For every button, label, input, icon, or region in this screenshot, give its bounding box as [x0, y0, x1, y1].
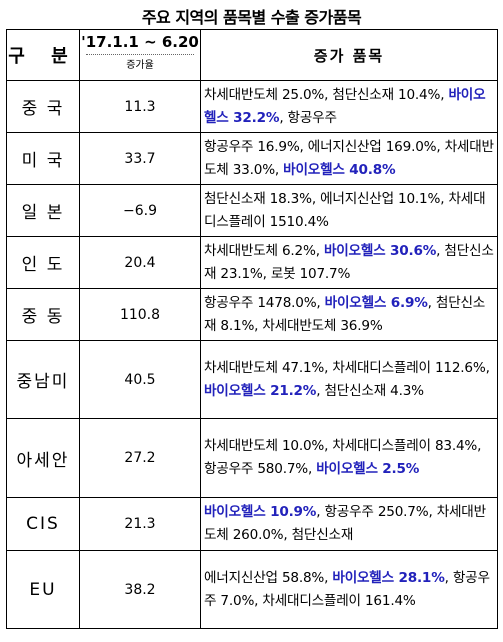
table-row: EU 38.2 에너지신산업 58.8%, 바이오헬스 28.1%, 항공우주 7.…: [6, 550, 498, 629]
item-text: 항공우주 1478.0%,: [204, 294, 325, 311]
header-period: '17.1.1 ~ 6.20: [81, 33, 199, 51]
item-text: 에너지신산업 58.8%,: [204, 569, 333, 586]
region-cell: 아세안: [6, 418, 80, 498]
header-items: 증가 품목: [200, 29, 498, 81]
header-rate-sub: 증가율: [86, 54, 194, 71]
highlighted-item: 바이오헬스 21.2%: [204, 382, 317, 399]
item-text: , 항공우주 7.0%, 차세대디스플레이 161.4%: [204, 569, 490, 609]
table-row: 중 국 11.3 차세대반도체 25.0%, 첨단신소재 10.4%, 바이오헬스 …: [6, 80, 498, 133]
item-text: , 첨단신소재 4.3%: [316, 382, 424, 399]
items-cell: 첨단신소재 18.3%, 에너지신산업 10.1%, 차세대디스플레이 1510…: [200, 184, 498, 237]
table-row: 인 도 20.4 차세대반도체 6.2%, 바이오헬스 30.6%, 첨단신소재 2…: [6, 236, 498, 289]
items-cell: 차세대반도체 25.0%, 첨단신소재 10.4%, 바이오헬스 32.2%, …: [200, 80, 498, 133]
highlighted-item: 바이오헬스 10.9%: [204, 504, 317, 520]
region-cell: CIS: [6, 497, 80, 551]
highlighted-item: 바이오헬스 32.2%: [204, 86, 486, 126]
rate-cell: 21.3: [79, 497, 201, 551]
rate-cell: 38.2: [79, 550, 201, 629]
rate-cell: 11.3: [79, 80, 201, 133]
table-row: 중남미 40.5 차세대반도체 47.1%, 차세대디스플레이 112.6%, 바이…: [6, 340, 498, 419]
items-cell: 차세대반도체 6.2%, 바이오헬스 30.6%, 첨단신소재 23.1%, 로…: [200, 236, 498, 289]
rate-cell: 40.5: [79, 340, 201, 419]
region-cell: 인 도: [6, 236, 80, 289]
rate-cell: 27.2: [79, 418, 201, 498]
rate-cell: 20.4: [79, 236, 201, 289]
item-text: 항공우주 16.9%, 에너지신산업 169.0%, 차세대반도체 33.0%,: [204, 138, 494, 178]
item-text: 차세대반도체 47.1%, 차세대디스플레이 112.6%,: [204, 359, 490, 376]
item-text: 차세대반도체 6.2%,: [204, 242, 324, 259]
rate-cell: −6.9: [79, 184, 201, 237]
table-row: 중 동 110.8 항공우주 1478.0%, 바이오헬스 6.9%, 첨단신소재 …: [6, 288, 498, 341]
highlighted-item: 바이오헬스 40.8%: [283, 161, 396, 178]
table-body: 중 국 11.3 차세대반도체 25.0%, 첨단신소재 10.4%, 바이오헬스 …: [6, 80, 498, 629]
header-rate: '17.1.1 ~ 6.20 증가율: [79, 29, 201, 81]
item-text: 차세대반도체 25.0%, 첨단신소재 10.4%,: [204, 86, 449, 103]
item-text: , 첨단신소재 23.1%, 로봇 107.7%: [204, 242, 494, 282]
items-cell: 에너지신산업 58.8%, 바이오헬스 28.1%, 항공우주 7.0%, 차세…: [200, 550, 498, 629]
table-row: CIS 21.3 바이오헬스 10.9%, 항공우주 250.7%, 차세대반도체 …: [6, 497, 498, 551]
region-cell: 중 국: [6, 80, 80, 133]
region-cell: 중남미: [6, 340, 80, 419]
region-cell: EU: [6, 550, 80, 629]
items-cell: 항공우주 1478.0%, 바이오헬스 6.9%, 첨단신소재 8.1%, 차세…: [200, 288, 498, 341]
page-title: 주요 지역의 품목별 수출 증가품목: [141, 8, 362, 27]
highlighted-item: 바이오헬스 30.6%: [323, 242, 437, 259]
rate-cell: 33.7: [79, 132, 201, 185]
table-row: 아세안 27.2 차세대반도체 10.0%, 차세대디스플레이 83.4%, 항공우…: [6, 418, 498, 498]
items-cell: 차세대반도체 47.1%, 차세대디스플레이 112.6%, 바이오헬스 21.…: [200, 340, 498, 419]
table-header-row: 구 분 '17.1.1 ~ 6.20 증가율 증가 품목: [6, 29, 498, 81]
region-cell: 미 국: [6, 132, 80, 185]
item-text: , 항공우주: [279, 109, 337, 126]
items-cell: 항공우주 16.9%, 에너지신산업 169.0%, 차세대반도체 33.0%,…: [200, 132, 498, 185]
item-text: 차세대반도체 10.0%, 차세대디스플레이 83.4%, 항공우주 580.7…: [204, 438, 482, 477]
item-text: , 첨단신소재 8.1%, 차세대반도체 36.9%: [204, 294, 486, 334]
header-region: 구 분: [6, 29, 80, 81]
region-cell: 중 동: [6, 288, 80, 341]
item-text: 첨단신소재 18.3%, 에너지신산업 10.1%, 차세대디스플레이 1510…: [204, 190, 486, 230]
highlighted-item: 바이오헬스 28.1%: [332, 569, 445, 586]
highlighted-item: 바이오헬스 2.5%: [316, 461, 420, 477]
table-row: 일 본 −6.9 첨단신소재 18.3%, 에너지신산업 10.1%, 차세대디스플…: [6, 184, 498, 237]
export-table: 구 분 '17.1.1 ~ 6.20 증가율 증가 품목 중 국 11.3 차세대반…: [6, 29, 498, 629]
rate-cell: 110.8: [79, 288, 201, 341]
items-cell: 바이오헬스 10.9%, 항공우주 250.7%, 차세대반도체 260.0%,…: [200, 497, 498, 551]
table-row: 미 국 33.7 항공우주 16.9%, 에너지신산업 169.0%, 차세대반도체…: [6, 132, 498, 185]
region-cell: 일 본: [6, 184, 80, 237]
highlighted-item: 바이오헬스 6.9%: [324, 294, 428, 311]
items-cell: 차세대반도체 10.0%, 차세대디스플레이 83.4%, 항공우주 580.7…: [200, 418, 498, 498]
item-text: , 항공우주 250.7%, 차세대반도체 260.0%, 첨단신소재: [204, 504, 486, 543]
